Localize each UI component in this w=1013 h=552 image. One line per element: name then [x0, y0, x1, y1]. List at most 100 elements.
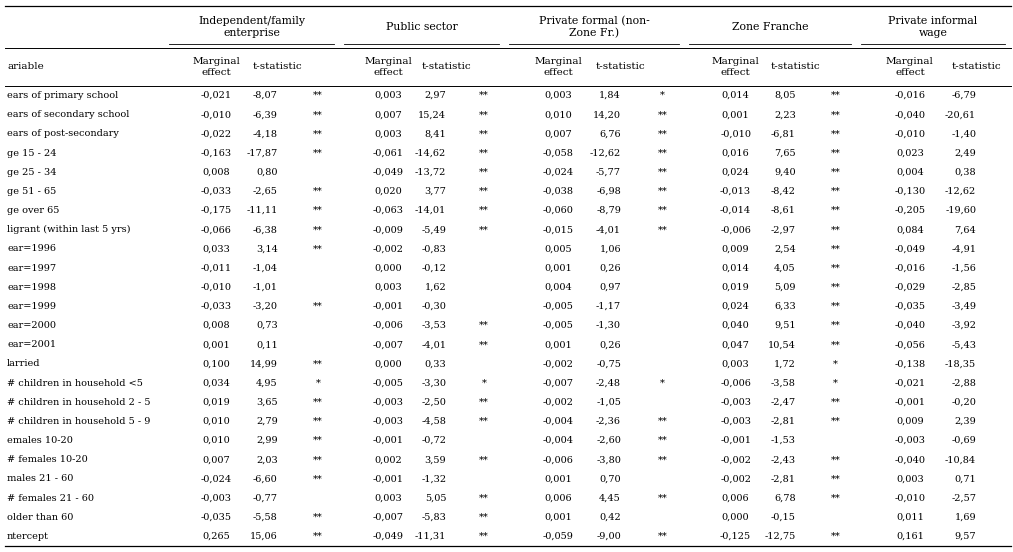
Text: -0,063: -0,063 — [373, 206, 404, 215]
Text: *: * — [833, 359, 838, 368]
Text: **: ** — [831, 245, 840, 253]
Text: 2,23: 2,23 — [774, 110, 796, 119]
Text: -6,38: -6,38 — [253, 225, 278, 234]
Text: ge over 65: ge over 65 — [7, 206, 60, 215]
Text: -0,004: -0,004 — [543, 417, 573, 426]
Text: -5,49: -5,49 — [421, 225, 447, 234]
Text: -17,87: -17,87 — [246, 148, 278, 157]
Text: -0,004: -0,004 — [543, 436, 573, 445]
Text: -0,138: -0,138 — [894, 359, 926, 368]
Text: -0,040: -0,040 — [894, 110, 926, 119]
Text: 1,72: 1,72 — [774, 359, 796, 368]
Text: -0,001: -0,001 — [373, 474, 404, 484]
Text: -0,15: -0,15 — [771, 513, 796, 522]
Text: 0,006: 0,006 — [544, 493, 571, 502]
Text: t-statistic: t-statistic — [253, 62, 303, 72]
Text: -0,001: -0,001 — [373, 436, 404, 445]
Text: **: ** — [313, 110, 323, 119]
Text: -3,49: -3,49 — [951, 302, 977, 311]
Text: -3,58: -3,58 — [771, 379, 796, 388]
Text: -0,001: -0,001 — [894, 398, 926, 407]
Text: **: ** — [831, 532, 840, 541]
Text: **: ** — [313, 91, 323, 100]
Text: -2,65: -2,65 — [253, 187, 278, 196]
Text: **: ** — [657, 436, 668, 445]
Text: 0,010: 0,010 — [203, 417, 230, 426]
Text: -3,20: -3,20 — [253, 302, 278, 311]
Text: ear=1998: ear=1998 — [7, 283, 56, 292]
Text: 0,001: 0,001 — [544, 340, 572, 349]
Text: 0,009: 0,009 — [722, 245, 750, 253]
Text: 2,54: 2,54 — [774, 245, 796, 253]
Text: 7,64: 7,64 — [954, 225, 977, 234]
Text: 0,007: 0,007 — [375, 110, 402, 119]
Text: -0,035: -0,035 — [894, 302, 926, 311]
Text: -1,56: -1,56 — [951, 264, 977, 273]
Text: 0,003: 0,003 — [897, 474, 924, 484]
Text: -5,77: -5,77 — [596, 168, 621, 177]
Text: -0,040: -0,040 — [894, 455, 926, 464]
Text: 10,54: 10,54 — [768, 340, 796, 349]
Text: -2,57: -2,57 — [951, 493, 977, 502]
Text: -2,43: -2,43 — [771, 455, 796, 464]
Text: -1,05: -1,05 — [596, 398, 621, 407]
Text: -6,39: -6,39 — [253, 110, 278, 119]
Text: -8,42: -8,42 — [771, 187, 796, 196]
Text: -6,81: -6,81 — [771, 129, 796, 139]
Text: 0,265: 0,265 — [203, 532, 230, 541]
Text: **: ** — [479, 91, 489, 100]
Text: 0,084: 0,084 — [897, 225, 924, 234]
Text: Zone Franche: Zone Franche — [731, 22, 808, 32]
Text: -6,60: -6,60 — [253, 474, 278, 484]
Text: **: ** — [479, 493, 489, 502]
Text: -0,001: -0,001 — [373, 302, 404, 311]
Text: **: ** — [657, 148, 668, 157]
Text: -0,007: -0,007 — [543, 379, 573, 388]
Text: -0,049: -0,049 — [894, 245, 926, 253]
Text: 9,40: 9,40 — [774, 168, 796, 177]
Text: 0,003: 0,003 — [721, 359, 750, 368]
Text: -0,010: -0,010 — [894, 129, 926, 139]
Text: **: ** — [313, 513, 323, 522]
Text: **: ** — [313, 436, 323, 445]
Text: 0,009: 0,009 — [897, 417, 924, 426]
Text: 0,33: 0,33 — [424, 359, 447, 368]
Text: 0,000: 0,000 — [722, 513, 750, 522]
Text: -8,61: -8,61 — [771, 206, 796, 215]
Text: -0,066: -0,066 — [201, 225, 232, 234]
Text: -0,003: -0,003 — [201, 493, 232, 502]
Text: -0,024: -0,024 — [201, 474, 232, 484]
Text: **: ** — [313, 129, 323, 139]
Text: -5,43: -5,43 — [951, 340, 977, 349]
Text: 0,014: 0,014 — [721, 264, 750, 273]
Text: -1,40: -1,40 — [951, 129, 977, 139]
Text: 2,97: 2,97 — [424, 91, 447, 100]
Text: *: * — [659, 91, 665, 100]
Text: -0,010: -0,010 — [894, 493, 926, 502]
Text: ears of post-secondary: ears of post-secondary — [7, 129, 119, 139]
Text: **: ** — [657, 493, 668, 502]
Text: -6,79: -6,79 — [951, 91, 977, 100]
Text: 0,001: 0,001 — [203, 340, 230, 349]
Text: ear=2000: ear=2000 — [7, 321, 56, 330]
Text: -0,010: -0,010 — [720, 129, 751, 139]
Text: 3,59: 3,59 — [424, 455, 447, 464]
Text: **: ** — [831, 302, 840, 311]
Text: **: ** — [657, 187, 668, 196]
Text: -0,060: -0,060 — [543, 206, 573, 215]
Text: Public sector: Public sector — [386, 22, 458, 32]
Text: 2,03: 2,03 — [256, 455, 278, 464]
Text: -18,35: -18,35 — [945, 359, 977, 368]
Text: 14,99: 14,99 — [250, 359, 278, 368]
Text: -2,81: -2,81 — [771, 417, 796, 426]
Text: -0,205: -0,205 — [894, 206, 926, 215]
Text: -0,015: -0,015 — [543, 225, 573, 234]
Text: -19,60: -19,60 — [945, 206, 977, 215]
Text: 9,57: 9,57 — [954, 532, 977, 541]
Text: -3,80: -3,80 — [596, 455, 621, 464]
Text: 0,26: 0,26 — [600, 264, 621, 273]
Text: -0,003: -0,003 — [373, 417, 404, 426]
Text: 1,69: 1,69 — [954, 513, 977, 522]
Text: # females 10-20: # females 10-20 — [7, 455, 88, 464]
Text: **: ** — [479, 340, 489, 349]
